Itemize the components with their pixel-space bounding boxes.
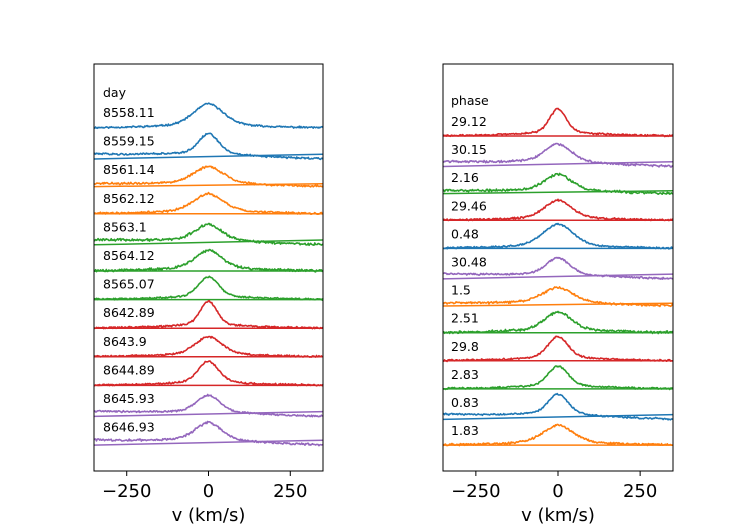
series-line-8561.14 (93, 165, 324, 188)
series-label-29.8: 29.8 (451, 339, 479, 354)
series-line-2.51 (442, 310, 674, 335)
baseline-8563.1 (93, 239, 324, 246)
series-line-2.83 (442, 365, 674, 391)
series-line-2.16 (442, 172, 674, 195)
series-label-8561.14: 8561.14 (103, 162, 155, 177)
series-line-29.12 (442, 107, 674, 138)
series-label-8563.1: 8563.1 (103, 219, 147, 234)
series-line-30.48 (442, 256, 674, 280)
series-line-29.46 (442, 198, 674, 222)
series-line-8644.89 (93, 360, 324, 387)
series-label-8646.93: 8646.93 (103, 420, 155, 435)
baseline-30.15 (442, 160, 674, 168)
series-line-0.83 (442, 392, 674, 421)
series-label-30.15: 30.15 (451, 142, 487, 157)
x-tick-label: 0 (552, 481, 563, 502)
series-line-1.5 (442, 286, 674, 308)
series-line-8645.93 (93, 393, 324, 418)
series-label-2.51: 2.51 (451, 311, 479, 326)
series-line-8646.93 (93, 420, 324, 447)
series-label-8559.15: 8559.15 (103, 134, 155, 149)
baseline-8645.93 (93, 410, 324, 418)
x-tick-label: −250 (451, 481, 500, 502)
series-label-8558.11: 8558.11 (103, 105, 155, 120)
series-line-8562.12 (93, 191, 324, 215)
baseline-8646.93 (93, 439, 324, 446)
series-label-8564.12: 8564.12 (103, 248, 155, 263)
left-panel: 8558.11 8559.15 8561.14 8562.12 8563.1 8564.1… (93, 63, 324, 526)
series-label-29.46: 29.46 (451, 198, 487, 213)
series-line-0.48 (442, 222, 674, 250)
series-label-2.16: 2.16 (451, 170, 479, 185)
series-label-29.12: 29.12 (451, 114, 487, 129)
x-tick-label: 250 (273, 481, 307, 502)
series-line-30.15 (442, 142, 674, 168)
series-line-8643.9 (93, 335, 324, 358)
series-label-8645.93: 8645.93 (103, 391, 155, 406)
series-label-0.83: 0.83 (451, 395, 479, 410)
series-line-8563.1 (93, 222, 324, 247)
baseline-8559.15 (93, 153, 324, 160)
baseline-30.48 (442, 273, 674, 280)
series-label-8562.12: 8562.12 (103, 191, 155, 206)
x-tick-label: 0 (203, 481, 214, 502)
legend-title: day (103, 85, 127, 100)
series-label-8565.07: 8565.07 (103, 277, 155, 292)
baseline-0.83 (442, 413, 674, 421)
x-axis-label: v (km/s) (172, 505, 246, 526)
series-line-8642.89 (93, 300, 324, 330)
x-tick-label: 250 (623, 481, 657, 502)
series-line-8559.15 (93, 132, 324, 161)
series-label-8643.9: 8643.9 (103, 334, 147, 349)
series-line-8558.11 (94, 102, 324, 130)
series-label-1.83: 1.83 (451, 423, 479, 438)
x-axis-label: v (km/s) (521, 505, 595, 526)
series-label-8642.89: 8642.89 (103, 305, 155, 320)
series-line-8564.12 (93, 248, 324, 273)
series-label-2.83: 2.83 (451, 367, 479, 382)
right-panel: 29.12 30.15 2.16 29.46 0.48 30.48 1.5 2.51 29.8 2… (442, 63, 674, 526)
series-line-29.8 (442, 335, 674, 363)
x-tick-label: −250 (102, 481, 151, 502)
series-line-8565.07 (93, 275, 324, 301)
series-label-8644.89: 8644.89 (103, 362, 155, 377)
series-label-1.5: 1.5 (451, 283, 471, 298)
series-line-1.83 (442, 423, 674, 447)
series-label-30.48: 30.48 (451, 255, 487, 270)
series-label-0.48: 0.48 (451, 226, 479, 241)
legend-title: phase (451, 93, 489, 108)
